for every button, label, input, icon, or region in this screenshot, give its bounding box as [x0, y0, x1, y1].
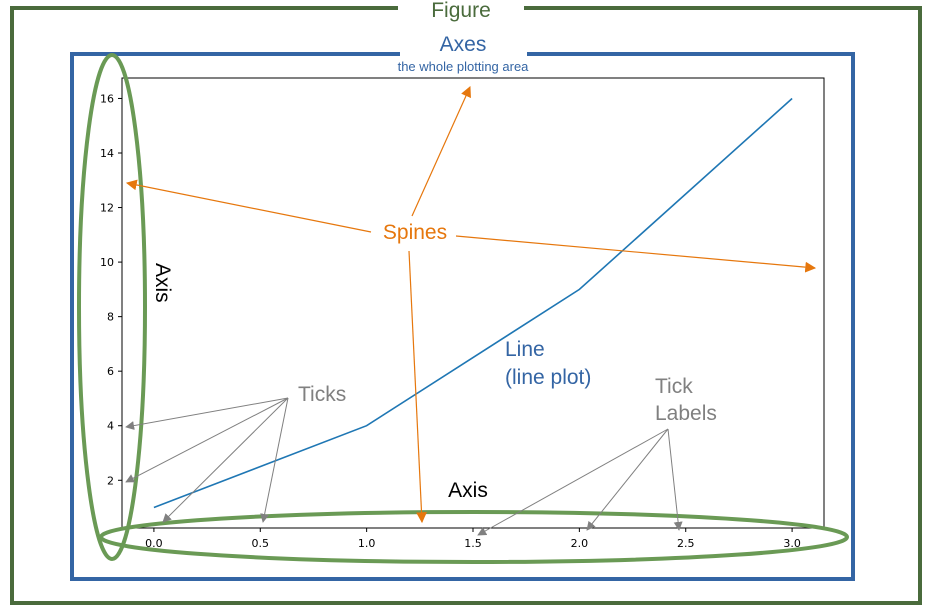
- figure-frame: Figure: [10, 0, 922, 605]
- x-tick-label: 3.0: [783, 537, 801, 550]
- x-tick-label: 2.5: [677, 537, 695, 550]
- x-axis-ellipse: [99, 510, 849, 564]
- tick-labels-label-line1: Tick: [655, 375, 693, 398]
- spines-label: Spines: [383, 221, 447, 244]
- y-tick-label: 8: [107, 311, 114, 324]
- x-ticks: 0.0 0.5 1.0 1.5 2.0 2.5 3.0: [145, 528, 801, 550]
- ticks-arrows: [125, 397, 289, 523]
- x-tick-label: 0.0: [145, 537, 163, 550]
- y-tick-label: 6: [107, 365, 114, 378]
- y-tick-label: 16: [100, 92, 114, 105]
- x-tick-label: 2.0: [571, 537, 589, 550]
- ticks-label: Ticks: [298, 383, 346, 406]
- y-tick-label: 4: [107, 420, 114, 433]
- y-ticks: 2 4 6 8 10 12 14 16: [100, 92, 122, 487]
- y-tick-label: 2: [107, 474, 114, 487]
- line-label-line2: (line plot): [505, 366, 591, 389]
- x-tick-label: 0.5: [252, 537, 270, 550]
- y-tick-label: 14: [100, 147, 114, 160]
- line-label-line1: Line: [505, 338, 545, 361]
- line-plot: [153, 97, 793, 509]
- plot-spines: [121, 77, 825, 529]
- x-tick-label: 1.0: [358, 537, 376, 550]
- y-axis-ellipse: [77, 53, 147, 561]
- tick-labels-label-line2: Labels: [655, 402, 717, 425]
- tick-labels-arrows: [477, 428, 683, 536]
- axes-label: Axes: [440, 33, 487, 56]
- axes-subtitle: the whole plotting area: [398, 59, 530, 74]
- y-tick-label: 12: [100, 202, 114, 215]
- y-tick-label: 10: [100, 256, 114, 269]
- x-axis-label: Axis: [448, 479, 488, 502]
- spines-arrows: [125, 86, 817, 524]
- figure-label: Figure: [431, 0, 491, 22]
- y-axis-label: Axis: [151, 263, 174, 303]
- axes-frame: Axes the whole plotting area: [70, 33, 855, 581]
- x-tick-label: 1.5: [464, 537, 482, 550]
